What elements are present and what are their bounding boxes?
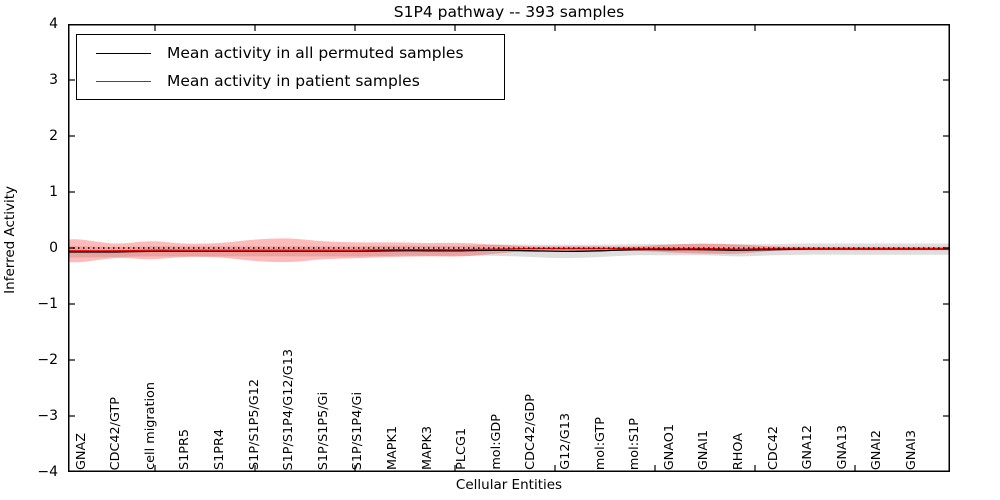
- legend-item-permuted: Mean activity in all permuted samples: [77, 44, 504, 62]
- x-tick-label: S1PR4: [211, 428, 227, 470]
- x-tick-label: MAPK3: [419, 425, 435, 470]
- plot-area: GNAZ CDC42/GTP cell migration S1PR5 S1PR4 S1P…: [68, 24, 950, 472]
- x-axis-label: Cellular Entities: [455, 477, 563, 493]
- legend-line-sample-patient: [96, 80, 151, 82]
- x-tick-label: CDC42/GTP: [108, 396, 124, 470]
- legend-label-patient: Mean activity in patient samples: [167, 72, 420, 90]
- x-tick-label: S1PR5: [177, 428, 193, 470]
- x-tick-label: CDC42: [765, 425, 781, 470]
- x-tick-label: S1P/S1P5/G12: [246, 379, 262, 470]
- x-tick-label: cell migration: [142, 382, 158, 470]
- legend-item-patient: Mean activity in patient samples: [77, 72, 504, 90]
- x-tick-label: RHOA: [730, 432, 746, 470]
- x-tick-label: GNAI3: [903, 429, 919, 470]
- x-tick-label: mol:GDP: [488, 414, 504, 470]
- x-tick-label: mol:S1P: [627, 417, 643, 470]
- x-tick-label: S1P/S1P4/G12/G13: [281, 348, 297, 470]
- y-tick-label: −1: [37, 296, 58, 312]
- chart-canvas: [68, 24, 950, 472]
- x-tick-label: GNAI1: [696, 429, 712, 470]
- x-tick-label: GNA13: [834, 425, 850, 470]
- legend-label-permuted: Mean activity in all permuted samples: [167, 44, 464, 62]
- x-tick-label: GNAI2: [869, 429, 885, 470]
- legend: Mean activity in all permuted samples Me…: [76, 34, 505, 100]
- axes-frame: [68, 24, 950, 472]
- y-tick-label: −4: [37, 464, 58, 480]
- x-tick-label: mol:GTP: [592, 416, 608, 470]
- x-tick-label: CDC42/GDP: [523, 394, 539, 470]
- x-tick-label: MAPK1: [384, 425, 400, 470]
- chart-title: S1P4 pathway -- 393 samples: [393, 3, 625, 21]
- x-tick-label: S1P/S1P4/Gi: [350, 391, 366, 470]
- y-tick-label: 3: [49, 72, 58, 88]
- y-tick-label: 2: [49, 128, 58, 144]
- x-tick-label: GNAO1: [661, 423, 677, 470]
- y-tick-label: −3: [37, 408, 58, 424]
- y-tick-label: 0: [49, 240, 58, 256]
- x-tick-label: GNA12: [800, 425, 816, 470]
- legend-line-sample-permuted: [96, 52, 151, 54]
- y-tick-label: 4: [49, 16, 58, 32]
- x-tick-label: S1P/S1P5/Gi: [315, 391, 331, 470]
- x-tick-label: G12/G13: [557, 413, 573, 470]
- y-tick-label: 1: [49, 184, 58, 200]
- y-tick-label: −2: [37, 352, 58, 368]
- x-tick-label: PLCG1: [454, 428, 470, 470]
- x-tick-label: GNAZ: [73, 432, 89, 470]
- series-line-0: [68, 248, 950, 253]
